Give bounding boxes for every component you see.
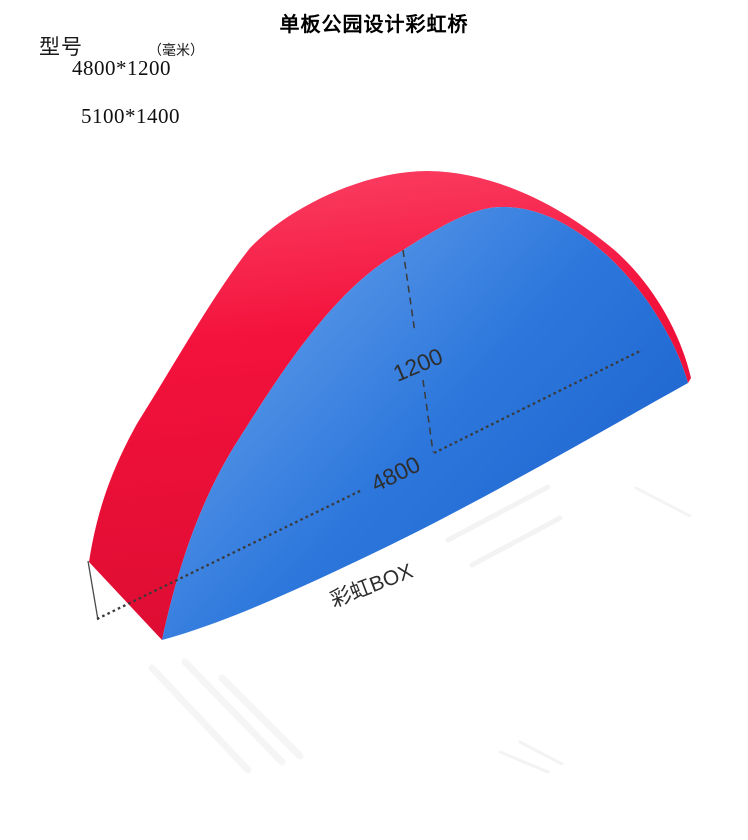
model-size-option-1: 4800*1200 [72,56,171,80]
dimension-witness-line [87,560,99,621]
model-label: 型号 [39,36,83,59]
arch-red-band [89,171,691,640]
model-size-option-2: 5100*1400 [81,104,180,128]
height-dimension-line [402,249,434,453]
length-dimension-line [96,348,643,621]
unit-label: （毫米） [148,42,204,58]
face-blue-panel [162,206,688,640]
page-title: 单板公园设计彩虹桥 [279,14,469,36]
